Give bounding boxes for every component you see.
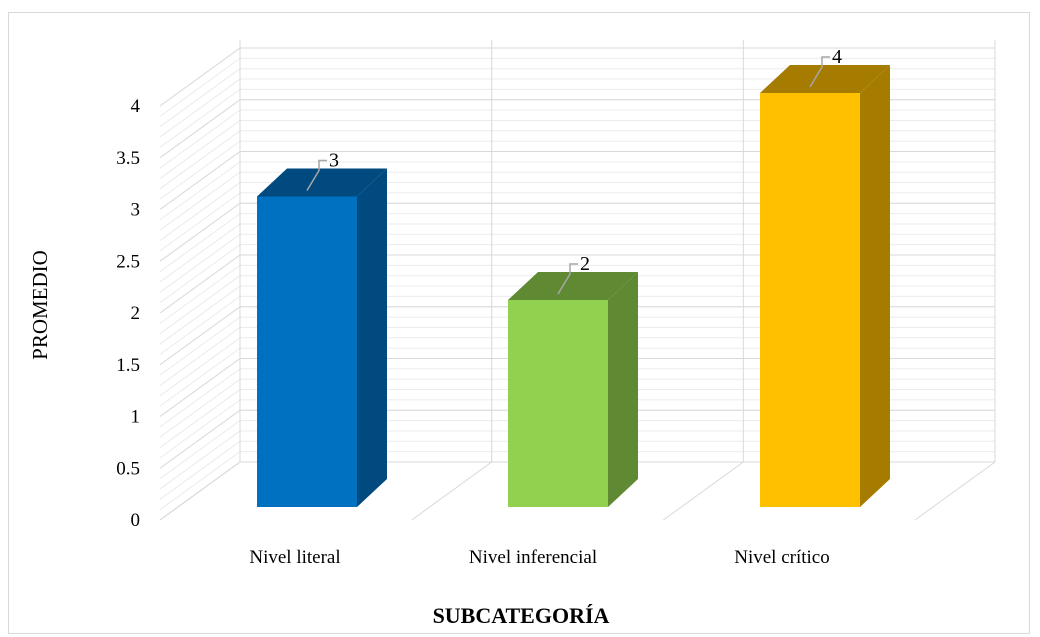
y-tick-label: 1.5	[116, 355, 140, 376]
data-label: 2	[580, 253, 590, 275]
bar	[257, 197, 357, 508]
y-tick-label: 3	[131, 200, 141, 221]
y-tick-label: 4	[131, 96, 141, 117]
x-tick-label: Nivel literal	[249, 547, 340, 568]
bar-side-face	[608, 272, 638, 507]
floor-divider	[915, 462, 995, 520]
data-label: 3	[329, 150, 339, 172]
y-tick-label: 0.5	[116, 458, 140, 479]
y-tick-label: 2	[131, 303, 141, 324]
data-label: 4	[832, 46, 842, 68]
bar	[760, 93, 860, 507]
y-axis-title: PROMEDIO	[28, 250, 52, 360]
bar	[508, 300, 608, 507]
y-tick-label: 1	[131, 407, 141, 428]
x-tick-label: Nivel inferencial	[469, 547, 597, 568]
floor-divider	[412, 462, 492, 520]
y-tick-label: 0	[131, 510, 141, 531]
y-tick-label: 2.5	[116, 251, 140, 272]
bar-side-face	[860, 65, 890, 507]
y-tick-label: 3.5	[116, 148, 140, 169]
floor-divider	[663, 462, 743, 520]
bar-side-face	[357, 169, 387, 508]
x-tick-label: Nivel crítico	[734, 547, 830, 568]
x-axis-title: SUBCATEGORÍA	[433, 603, 610, 628]
